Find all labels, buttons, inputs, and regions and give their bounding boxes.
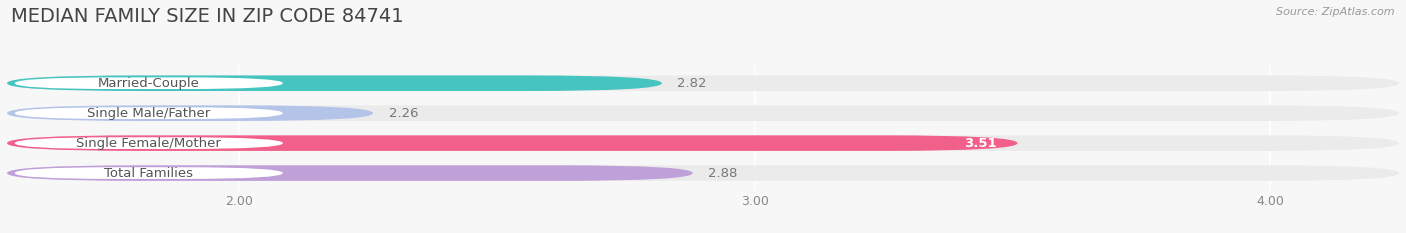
FancyBboxPatch shape <box>7 165 1399 181</box>
Text: Source: ZipAtlas.com: Source: ZipAtlas.com <box>1277 7 1395 17</box>
Text: Single Male/Father: Single Male/Father <box>87 107 211 120</box>
FancyBboxPatch shape <box>14 107 283 119</box>
FancyBboxPatch shape <box>14 137 283 149</box>
Text: 2.82: 2.82 <box>678 77 707 90</box>
Text: Single Female/Mother: Single Female/Mother <box>76 137 221 150</box>
FancyBboxPatch shape <box>7 165 693 181</box>
FancyBboxPatch shape <box>7 105 1399 121</box>
Text: 2.88: 2.88 <box>709 167 738 180</box>
Text: MEDIAN FAMILY SIZE IN ZIP CODE 84741: MEDIAN FAMILY SIZE IN ZIP CODE 84741 <box>11 7 404 26</box>
FancyBboxPatch shape <box>7 135 1018 151</box>
FancyBboxPatch shape <box>14 77 283 89</box>
Text: 3.51: 3.51 <box>965 137 997 150</box>
FancyBboxPatch shape <box>7 75 1399 91</box>
FancyBboxPatch shape <box>7 105 373 121</box>
Text: 2.26: 2.26 <box>388 107 418 120</box>
Text: Total Families: Total Families <box>104 167 193 180</box>
FancyBboxPatch shape <box>7 135 1399 151</box>
FancyBboxPatch shape <box>7 75 662 91</box>
Text: Married-Couple: Married-Couple <box>98 77 200 90</box>
FancyBboxPatch shape <box>14 167 283 179</box>
